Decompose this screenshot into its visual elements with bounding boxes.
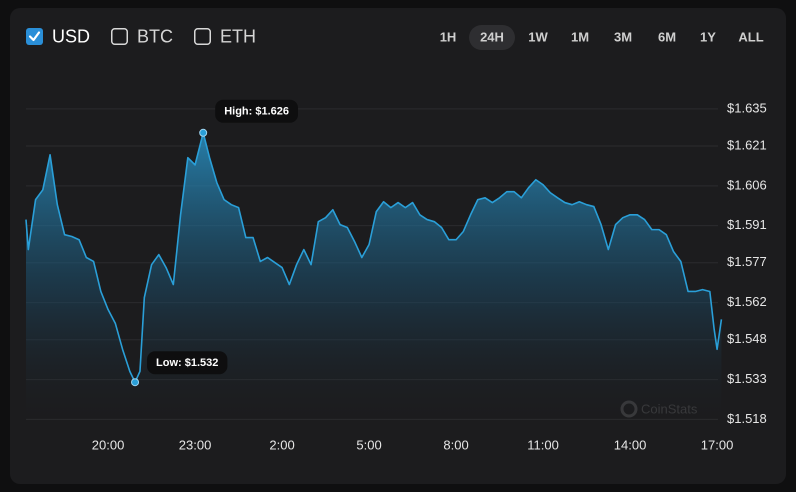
currency-toggle[interactable]: ETH xyxy=(194,26,256,46)
range-button[interactable]: 1H xyxy=(440,29,457,44)
y-tick-label: $1.562 xyxy=(727,294,767,309)
y-tick-label: $1.606 xyxy=(727,177,767,192)
x-tick-label: 14:00 xyxy=(614,437,647,452)
price-line xyxy=(25,131,723,384)
annotation-box xyxy=(147,351,228,375)
extreme-point xyxy=(131,378,140,387)
y-tick-label: $1.621 xyxy=(727,137,767,152)
range-label[interactable]: 24H xyxy=(480,29,504,44)
currency-label: USD xyxy=(52,26,90,46)
extreme-point xyxy=(199,128,208,137)
annotation-box xyxy=(215,99,299,123)
currency-label: BTC xyxy=(137,26,173,46)
range-button[interactable]: 1M xyxy=(571,29,589,44)
y-tick-label: $1.635 xyxy=(727,100,767,115)
x-tick-label: 11:00 xyxy=(527,437,559,452)
range-label[interactable]: 6M xyxy=(658,29,676,44)
currency-label: ETH xyxy=(220,26,256,46)
range-button[interactable]: 1Y xyxy=(700,29,716,44)
checkbox[interactable] xyxy=(194,28,211,45)
x-tick-label: 8:00 xyxy=(443,437,468,452)
range-button[interactable]: 1W xyxy=(528,29,548,44)
range-label[interactable]: 1Y xyxy=(700,29,716,44)
y-tick-label: $1.518 xyxy=(727,411,767,426)
range-label[interactable]: 3M xyxy=(614,29,632,44)
range-label[interactable]: 1H xyxy=(440,29,457,44)
y-tick-label: $1.533 xyxy=(727,371,767,386)
checkbox-checked[interactable] xyxy=(26,28,43,45)
range-button[interactable]: ALL xyxy=(738,29,763,44)
annotation: High: $1.626 xyxy=(215,99,299,123)
x-tick-label: 20:00 xyxy=(92,437,125,452)
checkbox[interactable] xyxy=(111,28,128,45)
range-label[interactable]: ALL xyxy=(738,29,763,44)
range-button[interactable]: 24H xyxy=(469,25,515,50)
x-tick-label: 17:00 xyxy=(701,437,734,452)
range-button[interactable]: 3M xyxy=(614,29,632,44)
range-label[interactable]: 1M xyxy=(571,29,589,44)
range-button[interactable]: 6M xyxy=(658,29,676,44)
range-active-pill[interactable] xyxy=(469,25,515,50)
y-tick-label: $1.591 xyxy=(727,217,767,232)
annotation-text: High: $1.626 xyxy=(224,106,289,118)
currency-toggle[interactable]: BTC xyxy=(111,26,173,46)
annotation-text: Low: $1.532 xyxy=(156,357,218,369)
y-tick-label: $1.548 xyxy=(727,331,767,346)
annotation: Low: $1.532 xyxy=(147,351,228,375)
x-tick-label: 2:00 xyxy=(269,437,294,452)
x-tick-label: 5:00 xyxy=(356,437,381,452)
range-label[interactable]: 1W xyxy=(528,29,548,44)
y-tick-label: $1.577 xyxy=(727,254,767,269)
checkmark xyxy=(28,31,41,42)
x-tick-label: 23:00 xyxy=(179,437,212,452)
currency-toggle[interactable]: USD xyxy=(26,26,90,46)
